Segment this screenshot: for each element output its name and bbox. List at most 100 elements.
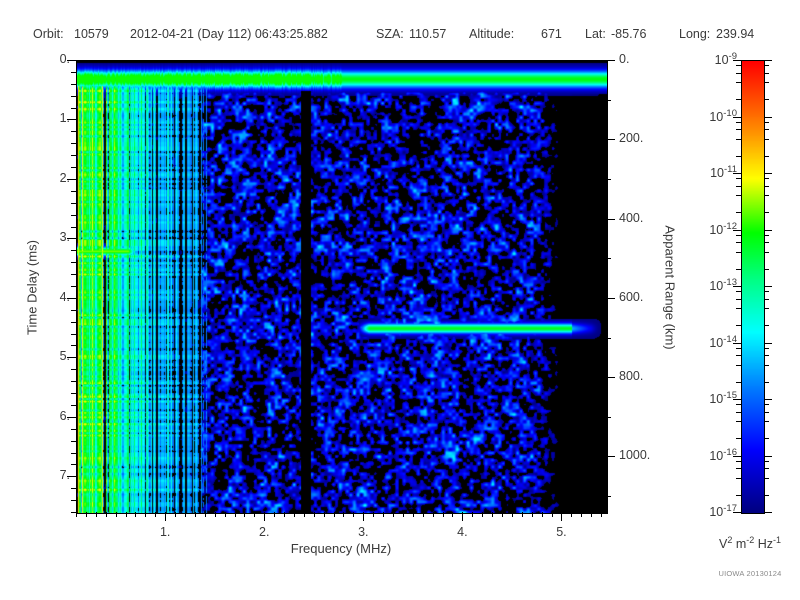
axis-tick (472, 512, 473, 517)
header-orbit-label: Orbit: (33, 27, 64, 41)
axis-tick (606, 338, 611, 339)
header-altitude-value: 671 (541, 27, 562, 41)
y-left-tick-label: 4. (59, 289, 70, 304)
y-right-tick-label: 200. (619, 131, 644, 146)
axis-tick (71, 227, 76, 228)
axis-tick (764, 325, 769, 326)
axis-tick (71, 381, 76, 382)
y-right-tick-label: 600. (619, 289, 644, 304)
axis-tick (764, 173, 772, 174)
axis-tick (67, 238, 76, 239)
axis-tick (606, 258, 611, 259)
colorbar-tick-label: 10-9 (714, 51, 737, 68)
colorbar-tick-label: 10-17 (709, 503, 737, 520)
axis-tick (215, 512, 216, 517)
y-left-tick-label: 1. (59, 111, 70, 126)
axis-tick (606, 298, 615, 299)
axis-tick (116, 512, 117, 517)
axis-tick (542, 512, 543, 517)
axis-tick (383, 512, 384, 517)
axis-tick (764, 156, 769, 157)
axis-tick (71, 274, 76, 275)
axis-tick (733, 60, 741, 61)
axis-tick (736, 325, 741, 326)
y-left-tick-label: 5. (59, 349, 70, 364)
axis-tick (764, 235, 769, 236)
y-left-tick-label: 7. (59, 468, 70, 483)
axis-tick (552, 512, 553, 517)
axis-tick (733, 512, 741, 513)
axis-tick (736, 122, 741, 123)
axis-tick (165, 512, 166, 521)
axis-tick (343, 512, 344, 517)
y-left-tick-label: 2. (59, 170, 70, 185)
spectrogram-canvas (77, 61, 607, 513)
axis-tick (512, 512, 513, 517)
x-tick-label: 4. (457, 525, 468, 539)
axis-tick (764, 438, 769, 439)
axis-tick (764, 269, 769, 270)
axis-tick (393, 512, 394, 517)
axis-tick (764, 365, 769, 366)
axis-tick (571, 512, 572, 517)
axis-tick (736, 129, 741, 130)
axis-tick (71, 96, 76, 97)
x-tick-label: 1. (159, 525, 171, 539)
axis-tick (736, 65, 741, 66)
y-axis-left-title: Time Delay (ms) (24, 240, 40, 335)
axis-tick (482, 512, 483, 517)
axis-tick (733, 399, 741, 400)
axis-tick (413, 512, 414, 517)
colorbar-tick-label: 10-10 (709, 107, 737, 124)
axis-tick (71, 108, 76, 109)
axis-tick (601, 512, 602, 517)
axis-tick (736, 438, 741, 439)
axis-tick (67, 60, 76, 61)
colorbar-tick-label: 10-13 (709, 277, 737, 294)
axis-tick (274, 512, 275, 517)
axis-tick (71, 155, 76, 156)
axis-tick (733, 173, 741, 174)
axis-tick (254, 512, 255, 517)
colorbar-panel (741, 60, 765, 514)
axis-tick (736, 178, 741, 179)
axis-tick (324, 512, 325, 517)
figure-header: Orbit: 10579 2012-04-21 (Day 112) 06:43:… (0, 27, 800, 47)
axis-tick (71, 286, 76, 287)
axis-tick (71, 345, 76, 346)
axis-tick (736, 468, 741, 469)
axis-tick (71, 203, 76, 204)
axis-tick (235, 512, 236, 517)
axis-tick (736, 365, 741, 366)
axis-tick (764, 291, 769, 292)
axis-tick (363, 512, 364, 521)
axis-tick (67, 417, 76, 418)
axis-tick (244, 512, 245, 517)
axis-tick (736, 478, 741, 479)
axis-tick (195, 512, 196, 517)
axis-tick (736, 404, 741, 405)
header-sza-value: 110.57 (409, 27, 447, 41)
axis-tick (764, 117, 772, 118)
axis-tick (736, 461, 741, 462)
axis-tick (764, 308, 769, 309)
axis-tick (71, 488, 76, 489)
axis-tick (462, 512, 463, 521)
x-tick-label: 3. (358, 525, 369, 539)
axis-tick (736, 139, 741, 140)
axis-tick (532, 512, 533, 517)
axis-tick (314, 512, 315, 517)
x-axis-title: Frequency (MHz) (290, 541, 392, 556)
axis-tick (433, 512, 434, 517)
axis-tick (736, 308, 741, 309)
axis-tick (67, 298, 76, 299)
axis-tick (764, 343, 772, 344)
axis-tick (736, 73, 741, 74)
header-altitude-label: Altitude: (469, 27, 515, 41)
axis-tick (764, 399, 772, 400)
x-tick-label: 2. (259, 525, 270, 539)
axis-tick (764, 421, 769, 422)
axis-tick (606, 496, 611, 497)
axis-tick (71, 393, 76, 394)
